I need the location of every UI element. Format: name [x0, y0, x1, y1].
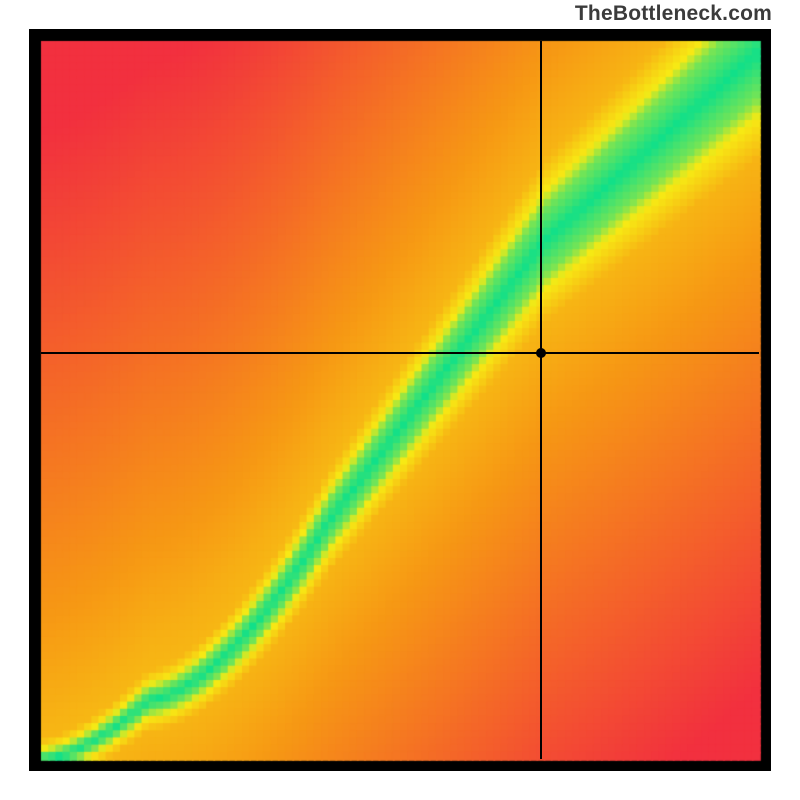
- marker-point: [536, 348, 546, 358]
- crosshair-vertical: [540, 41, 542, 759]
- heatmap-canvas: [29, 29, 771, 771]
- chart-container: TheBottleneck.com: [0, 0, 800, 800]
- plot-frame: [29, 29, 771, 771]
- crosshair-horizontal: [41, 352, 759, 354]
- watermark-text: TheBottleneck.com: [575, 2, 772, 26]
